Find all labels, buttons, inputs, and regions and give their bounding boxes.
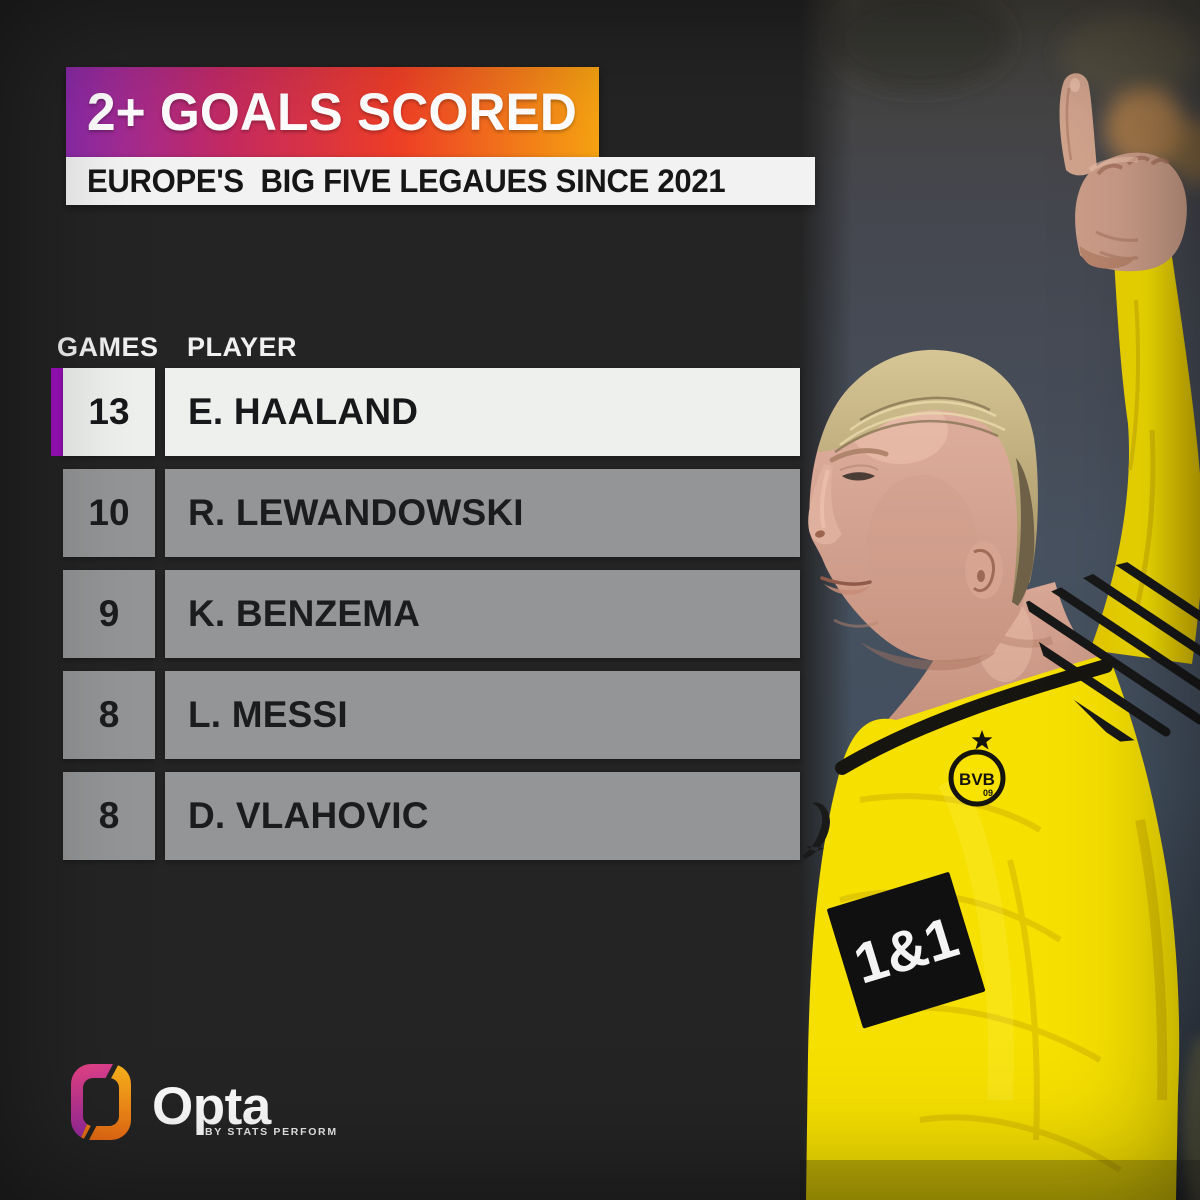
table-row: 13 E. HAALAND	[51, 368, 800, 456]
row-accent-bar	[51, 368, 63, 456]
player-head	[808, 349, 1038, 671]
eyebrow	[829, 448, 889, 463]
bokeh-light	[1168, 120, 1200, 184]
column-header-player: PLAYER	[187, 332, 298, 362]
puma-logo-icon	[802, 802, 830, 859]
table-row: 8 L. MESSI	[51, 671, 800, 759]
badge-text: BVB	[959, 770, 995, 789]
table-row: 8 D. VLAHOVIC	[51, 772, 800, 860]
player-name: D. VLAHOVIC	[165, 772, 800, 860]
row-accent-bar	[51, 671, 63, 759]
games-value: 13	[63, 368, 155, 456]
page-title: 2+ GOALS SCORED	[87, 82, 577, 142]
games-value: 8	[63, 772, 155, 860]
table-row: 10 R. LEWANDOWSKI	[51, 469, 800, 557]
bokeh-light	[1105, 88, 1185, 168]
sponsor-patch: 1&1	[827, 872, 986, 1029]
eye	[842, 472, 875, 481]
collar	[835, 659, 1113, 775]
stats-table: 13 E. HAALAND 10 R. LEWANDOWSKI 9 K. BEN…	[51, 368, 800, 873]
games-value: 10	[63, 469, 155, 557]
raised-arm	[1059, 73, 1200, 664]
player-name: E. HAALAND	[165, 368, 800, 456]
title-banner: 2+ GOALS SCORED	[66, 67, 599, 157]
column-header-games: GAMES	[57, 332, 159, 362]
games-value: 8	[63, 671, 155, 759]
shoulder-stripes	[1026, 544, 1200, 742]
player-figure: BVB 09 1&1	[802, 73, 1200, 1200]
mouth	[820, 576, 872, 586]
row-accent-bar	[51, 469, 63, 557]
ear	[965, 541, 1003, 599]
table-row: 9 K. BENZEMA	[51, 570, 800, 658]
jersey: BVB 09 1&1	[802, 544, 1200, 1200]
row-accent-bar	[51, 570, 63, 658]
brand-name: Opta	[152, 1077, 271, 1136]
nose	[808, 464, 842, 545]
row-accent-bar	[51, 772, 63, 860]
brand-subtitle: BY STATS PERFORM	[205, 1126, 338, 1138]
games-value: 9	[63, 570, 155, 658]
badge-year: 09	[983, 788, 993, 798]
player-name: R. LEWANDOWSKI	[165, 469, 800, 557]
player-photo: BVB 09 1&1	[800, 0, 1200, 1200]
star-icon	[971, 730, 993, 750]
subtitle-banner: EUROPE'S BIG FIVE LEGAUES SINCE 2021	[66, 157, 815, 205]
page-subtitle: EUROPE'S BIG FIVE LEGAUES SINCE 2021	[87, 162, 726, 199]
bvb-badge: BVB 09	[948, 749, 1006, 807]
pointing-hand	[1059, 73, 1187, 272]
player-name: L. MESSI	[165, 671, 800, 759]
neck	[855, 582, 1105, 755]
player-name: K. BENZEMA	[165, 570, 800, 658]
opta-logo-icon	[71, 1062, 131, 1142]
